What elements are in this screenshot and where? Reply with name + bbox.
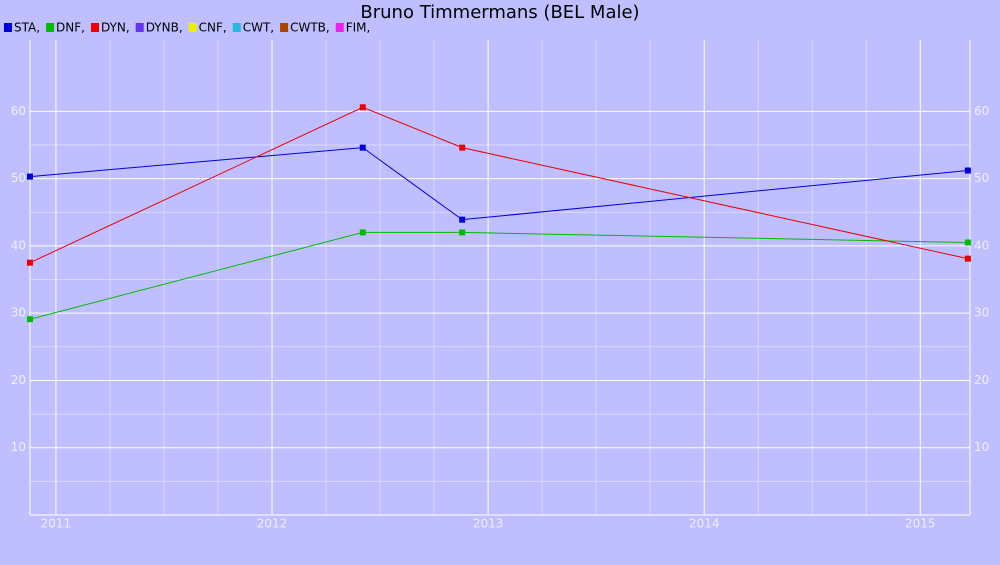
- legend-label: DNF,: [56, 21, 85, 35]
- legend-label: DYNB,: [146, 21, 183, 35]
- y-tick-label: 60: [11, 104, 26, 118]
- data-point: [459, 144, 466, 151]
- data-point: [27, 173, 33, 180]
- series-line: [29, 147, 968, 221]
- legend-swatch: [4, 23, 12, 32]
- data-point: [964, 167, 971, 174]
- y-tick-label: 10: [11, 440, 26, 454]
- data-point: [27, 316, 33, 323]
- y2-tick-label: 40: [974, 238, 989, 252]
- legend-label: CNF,: [199, 21, 227, 35]
- x-tick-label: 2014: [689, 517, 720, 531]
- data-point: [27, 259, 33, 266]
- data-point: [964, 255, 971, 262]
- x-tick-label: 2012: [257, 517, 288, 531]
- data-point: [359, 104, 366, 111]
- y2-tick-label: 50: [974, 171, 989, 185]
- series-line: [29, 106, 968, 264]
- data-point: [359, 229, 366, 236]
- x-tick-label: 2011: [41, 517, 72, 531]
- y2-tick-label: 20: [974, 373, 989, 387]
- series-line: [29, 231, 968, 320]
- y-tick-label: 50: [11, 171, 26, 185]
- data-point: [459, 216, 466, 223]
- legend-swatch: [280, 23, 289, 32]
- legend-label: STA,: [14, 21, 40, 35]
- y-tick-label: 30: [11, 306, 26, 320]
- legend-swatch: [335, 23, 344, 32]
- legend-swatch: [135, 23, 144, 32]
- x-tick-label: 2013: [473, 517, 504, 531]
- y-tick-label: 20: [11, 373, 26, 387]
- legend-label: CWTB,: [290, 21, 330, 35]
- data-point: [359, 144, 366, 151]
- y2-tick-label: 60: [974, 104, 989, 118]
- legend-swatch: [188, 23, 197, 32]
- legend-label: FIM,: [346, 21, 371, 35]
- legend-label: CWT,: [243, 21, 274, 35]
- data-point: [459, 229, 466, 236]
- chart-title: Bruno Timmermans (BEL Male): [360, 2, 639, 23]
- y2-tick-label: 30: [974, 306, 989, 320]
- legend-swatch: [90, 23, 99, 32]
- legend-swatch: [46, 23, 55, 32]
- legend-label: DYN,: [101, 21, 130, 35]
- y-tick-label: 40: [11, 238, 26, 252]
- data-point: [964, 239, 971, 246]
- legend-swatch: [232, 23, 241, 32]
- x-tick-label: 2015: [905, 517, 936, 531]
- y2-tick-label: 10: [974, 440, 989, 454]
